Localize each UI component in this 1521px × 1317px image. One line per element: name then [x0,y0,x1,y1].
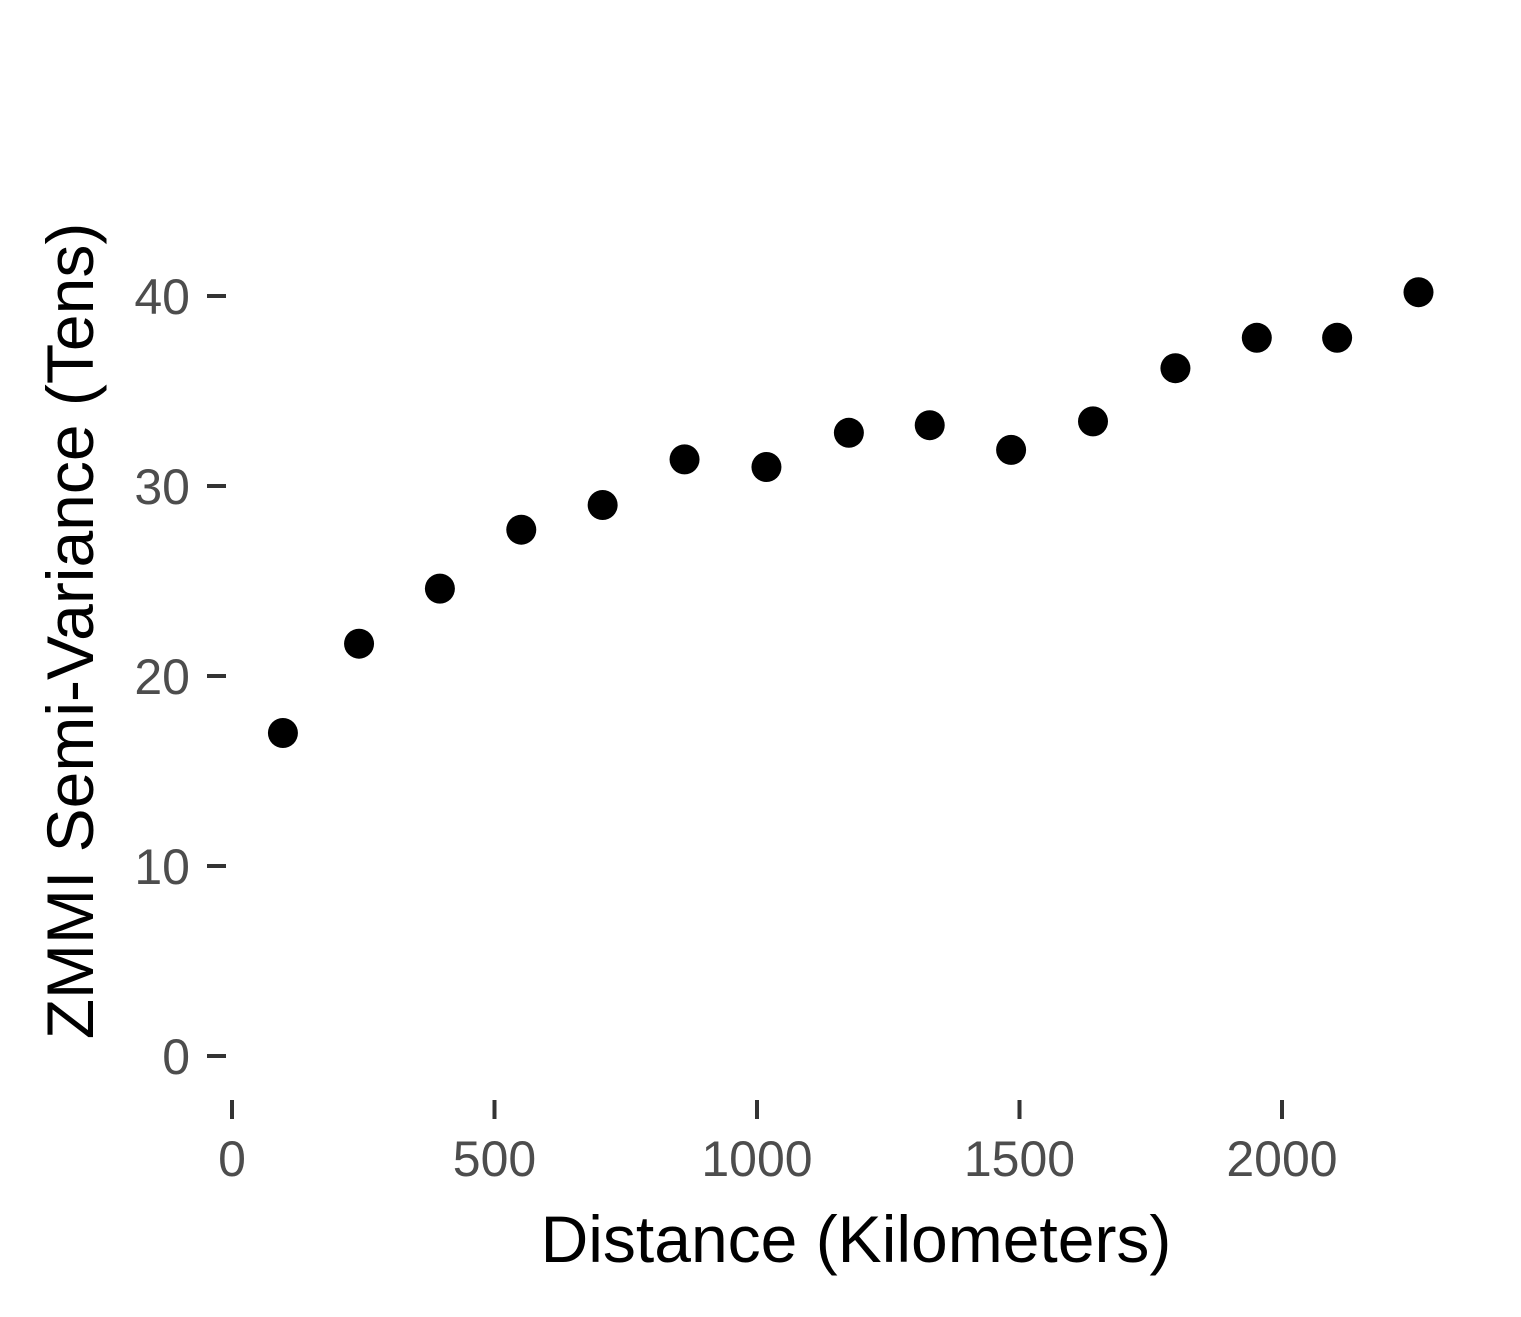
y-tick-label: 20 [134,649,190,705]
x-tick-label: 0 [218,1131,246,1187]
data-point [1160,353,1191,384]
x-axis-title: Distance (Kilometers) [541,1202,1172,1276]
x-tick-label: 500 [453,1131,536,1187]
data-point [506,514,537,545]
y-axis-title: ZMMI Semi-Variance (Tens) [33,223,107,1040]
x-tick-label: 1000 [701,1131,812,1187]
data-point [424,573,455,604]
y-tick-label: 30 [134,459,190,515]
y-tick-label: 10 [134,839,190,895]
x-tick-label: 2000 [1226,1131,1337,1187]
y-tick-label: 40 [134,269,190,325]
data-point [751,452,782,482]
x-axis: 0 500 1000 1500 2000 [218,1100,1338,1187]
data-point [1322,322,1353,353]
y-axis: 0 10 20 30 40 [134,269,226,1085]
data-point [914,410,945,441]
data-point [669,444,700,475]
data-point [1403,277,1434,308]
x-tick-label: 1500 [964,1131,1075,1187]
data-point [1241,322,1272,353]
data-point [1078,406,1108,437]
data-point [344,628,375,659]
data-point [587,490,618,520]
data-point [267,718,298,748]
data-point [996,434,1027,465]
data-points [267,277,1434,748]
data-point [833,417,864,448]
y-tick-label: 0 [162,1029,190,1085]
